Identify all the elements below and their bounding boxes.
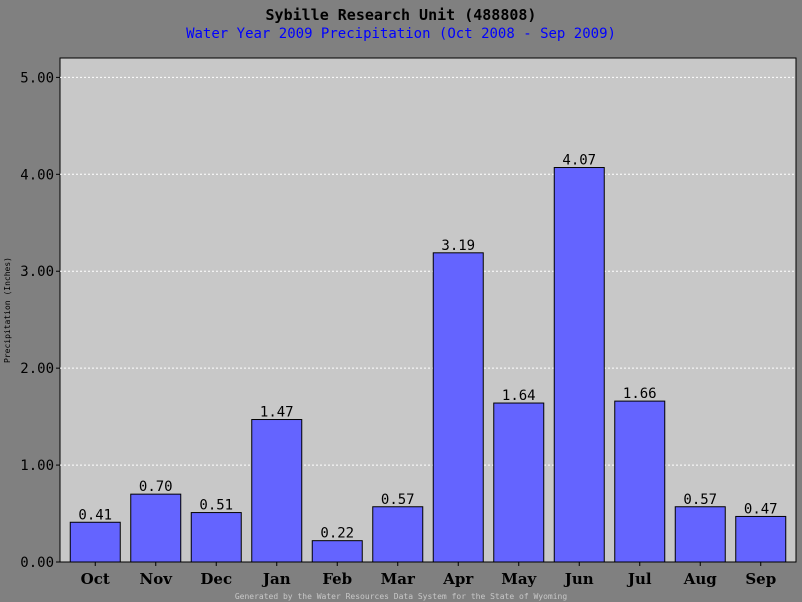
data-label: 4.07 — [562, 153, 596, 169]
bar — [69, 521, 121, 563]
bars — [69, 167, 787, 563]
x-tick-label: Jun — [563, 570, 594, 588]
data-label: 0.41 — [78, 507, 112, 523]
x-tick-label: Feb — [322, 570, 352, 588]
footer-credit: Generated by the Water Resources Data Sy… — [235, 592, 568, 601]
bar — [251, 419, 303, 563]
data-label: 0.70 — [139, 479, 173, 495]
x-axis-ticks: Oct Nov Dec Jan Feb Mar Apr May Jun Jul Aug Sep — [81, 562, 776, 588]
x-tick-label: Oct — [81, 570, 110, 588]
data-label: 3.19 — [441, 238, 475, 254]
data-label: 1.66 — [623, 386, 657, 402]
data-label: 0.47 — [744, 501, 778, 517]
bar — [432, 252, 484, 563]
bar — [553, 167, 605, 563]
data-label: 0.57 — [381, 492, 415, 508]
x-tick-label: Jan — [261, 570, 291, 588]
data-label: 0.22 — [320, 526, 354, 542]
y-tick-label: 5.00 — [20, 70, 54, 86]
bar — [190, 512, 242, 563]
chart-subtitle: Water Year 2009 Precipitation (Oct 2008 … — [186, 26, 616, 42]
x-tick-label: Aug — [683, 570, 718, 588]
y-tick-label: 2.00 — [20, 361, 54, 377]
x-tick-label: May — [501, 570, 537, 588]
y-tick-label: 1.00 — [20, 458, 54, 474]
y-tick-label: 4.00 — [20, 167, 54, 183]
x-tick-label: Nov — [140, 570, 174, 588]
x-tick-label: Sep — [745, 570, 776, 588]
x-tick-label: Apr — [442, 570, 474, 588]
bar — [372, 506, 424, 563]
data-label: 1.47 — [260, 405, 294, 421]
x-tick-label: Mar — [381, 570, 416, 588]
plot-area — [59, 57, 797, 563]
chart-title: Sybille Research Unit (488808) — [266, 6, 537, 24]
y-axis-label: Precipitation (Inches) — [3, 257, 12, 363]
x-tick-label: Jul — [626, 570, 652, 588]
x-tick-label: Dec — [200, 570, 232, 588]
bar — [130, 493, 182, 563]
bar — [311, 540, 363, 563]
gridlines — [60, 76, 796, 466]
bar — [674, 506, 726, 563]
bar — [614, 400, 666, 563]
data-labels: 0.41 0.70 0.51 1.47 0.22 0.57 3.19 1.64 4.07 1.66… — [78, 153, 777, 542]
y-tick-label: 3.00 — [20, 264, 54, 280]
bar — [493, 402, 545, 563]
data-label: 1.64 — [502, 388, 536, 404]
data-label: 0.51 — [199, 498, 233, 514]
y-tick-label: 0.00 — [20, 555, 54, 571]
y-axis-ticks: 0.00 1.00 2.00 3.00 4.00 5.00 — [20, 70, 60, 571]
bar — [735, 515, 787, 563]
data-label: 0.57 — [683, 492, 717, 508]
